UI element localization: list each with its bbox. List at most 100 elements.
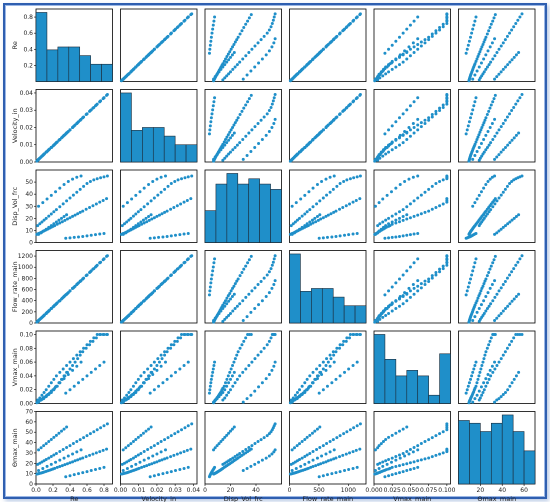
data-point-vmax-main-vs-disp-vol-frc-25 [238, 346, 242, 350]
data-point-re-vs-velocity-in-85 [174, 27, 178, 31]
data-point-max-main-vs-re-60 [47, 440, 51, 444]
data-point-disp-vol-frc-vs-vmax-main-37 [390, 214, 394, 218]
data-point-flow-rate-main-vs-disp-vol-frc-24 [236, 277, 240, 281]
data-point-disp-vol-frc-vs-velocity-in-72 [138, 190, 142, 194]
data-point-max-main-vs-velocity-in-28 [179, 451, 183, 455]
data-point-disp-vol-frc-vs-vmax-main-41 [405, 205, 409, 209]
data-point-re-vs-disp-vol-frc-19 [229, 47, 233, 51]
data-point-max-main-vs-flow-rate-main-25 [338, 455, 342, 459]
data-point-vmax-main-vs-max-main-37 [484, 384, 488, 388]
data-point-max-main-vs-vmax-main-65 [398, 429, 401, 433]
y-tick-label-re: 0.4 [23, 46, 33, 53]
data-point-velocity-in-vs-max-main-55 [520, 93, 524, 97]
data-point-vmax-main-vs-disp-vol-frc-15 [224, 381, 228, 385]
data-point-max-main-vs-re-86 [94, 468, 97, 471]
data-point-max-main-vs-vmax-main-58 [377, 444, 381, 448]
data-point-velocity-in-vs-vmax-main-84 [401, 112, 405, 116]
data-point-velocity-in-vs-max-main-38 [485, 146, 489, 149]
data-point-max-main-vs-flow-rate-main-85 [343, 469, 347, 473]
data-point-max-main-vs-disp-vol-frc-45 [253, 442, 257, 446]
data-point-max-main-vs-vmax-main-50 [438, 432, 442, 436]
data-point-vmax-main-vs-velocity-in-21 [157, 360, 161, 364]
data-point-vmax-main-vs-re-37 [47, 384, 51, 388]
data-point-velocity-in-vs-re-73 [58, 138, 62, 142]
y-tick-label-re: 0.2 [23, 62, 33, 69]
data-point-max-main-vs-re-27 [91, 452, 95, 456]
data-point-vmax-main-vs-max-main-70 [475, 393, 479, 397]
data-point-vmax-main-vs-re-19 [68, 367, 72, 371]
data-point-flow-rate-main-vs-disp-vol-frc-62 [223, 304, 227, 308]
data-point-re-vs-disp-vol-frc-47 [259, 38, 263, 42]
data-point-velocity-in-vs-max-main-15 [475, 138, 479, 142]
y-tick-label-vmax-main: 0.10 [20, 331, 34, 338]
data-point-velocity-in-vs-vmax-main-51 [441, 105, 445, 109]
data-point-max-main-vs-re-57 [39, 446, 43, 450]
y-tick-label-flow-rate-main: 600 [22, 287, 34, 294]
data-point-flow-rate-main-vs-disp-vol-frc-71 [253, 307, 257, 310]
data-point-vmax-main-vs-max-main-55 [520, 332, 524, 336]
data-point-flow-rate-main-vs-max-main-42 [493, 295, 497, 299]
data-point-re-vs-max-main-47 [503, 38, 507, 42]
data-point-flow-rate-main-vs-disp-vol-frc-68 [241, 318, 245, 322]
data-point-re-vs-max-main-39 [487, 63, 491, 67]
data-point-vmax-main-vs-re-83 [81, 377, 85, 381]
data-point-max-main-vs-vmax-main-68 [373, 469, 377, 473]
x-axis-label-vmax-main: Vmax_main [393, 495, 431, 502]
data-point-disp-vol-frc-vs-flow-rate-main-77 [328, 175, 332, 179]
data-point-max-main-vs-velocity-in-79 [148, 475, 152, 479]
data-point-max-main-vs-flow-rate-main-55 [358, 422, 362, 426]
histogram-bar-re-0 [35, 12, 48, 82]
data-point-flow-rate-main-vs-velocity-in-79 [148, 293, 152, 297]
data-point-velocity-in-vs-max-main-77 [490, 122, 494, 126]
data-point-vmax-main-vs-re-82 [77, 381, 80, 385]
data-point-disp-vol-frc-vs-vmax-main-79 [383, 236, 387, 240]
data-point-flow-rate-main-vs-disp-vol-frc-38 [233, 307, 237, 310]
data-point-max-main-vs-disp-vol-frc-70 [249, 464, 253, 468]
data-point-disp-vol-frc-vs-vmax-main-28 [441, 202, 445, 206]
data-point-flow-rate-main-vs-vmax-main-38 [394, 307, 398, 310]
data-point-vmax-main-vs-max-main-40 [489, 374, 493, 378]
data-point-velocity-in-vs-disp-vol-frc-77 [272, 122, 276, 126]
data-point-re-vs-disp-vol-frc-42 [244, 54, 248, 58]
data-point-vmax-main-vs-flow-rate-main-88 [355, 360, 359, 364]
data-point-velocity-in-vs-max-main-53 [516, 99, 520, 103]
data-point-disp-vol-frc-vs-max-main-69 [473, 201, 477, 205]
data-point-disp-vol-frc-vs-velocity-in-37 [131, 214, 135, 218]
data-point-velocity-in-vs-disp-vol-frc-71 [253, 146, 257, 149]
data-point-velocity-in-vs-vmax-main-47 [427, 118, 431, 122]
data-point-flow-rate-main-vs-disp-vol-frc-78 [273, 279, 277, 283]
data-point-re-vs-disp-vol-frc-64 [227, 58, 231, 62]
data-point-disp-vol-frc-vs-velocity-in-41 [142, 205, 146, 209]
data-point-vmax-main-vs-velocity-in-87 [182, 364, 186, 368]
data-point-velocity-in-vs-disp-vol-frc-47 [259, 118, 263, 122]
x-tick-label-vmax-main: 0.025 [384, 487, 401, 494]
data-point-max-main-vs-disp-vol-frc-47 [259, 438, 263, 442]
data-point-vmax-main-vs-re-78 [79, 360, 83, 364]
data-point-max-main-vs-flow-rate-main-36 [298, 458, 302, 462]
data-point-flow-rate-main-vs-max-main-41 [491, 299, 495, 303]
data-point-flow-rate-main-vs-max-main-18 [478, 291, 482, 295]
data-point-disp-vol-frc-vs-re-54 [102, 175, 106, 179]
data-point-disp-vol-frc-vs-velocity-in-43 [149, 199, 153, 203]
data-point-max-main-vs-velocity-in-16 [145, 464, 149, 468]
data-point-vmax-main-vs-re-70 [45, 393, 49, 397]
data-point-re-vs-vmax-main-35 [384, 72, 388, 76]
data-point-re-vs-disp-vol-frc-20 [231, 45, 235, 49]
data-point-velocity-in-vs-disp-vol-frc-27 [242, 106, 246, 110]
data-point-disp-vol-frc-vs-vmax-main-72 [389, 190, 393, 194]
data-point-vmax-main-vs-max-main-86 [472, 367, 476, 371]
data-point-flow-rate-main-vs-vmax-main-80 [387, 289, 391, 293]
data-point-velocity-in-vs-max-main-78 [493, 117, 497, 121]
y-tick-label-vmax-main: 0.08 [20, 345, 34, 352]
data-point-re-vs-disp-vol-frc-38 [233, 65, 237, 69]
data-point-vmax-main-vs-disp-vol-frc-46 [256, 353, 260, 357]
data-point-vmax-main-vs-max-main-20 [480, 364, 484, 368]
data-point-flow-rate-main-vs-vmax-main-46 [423, 283, 427, 287]
data-point-flow-rate-main-vs-disp-vol-frc-40 [238, 302, 242, 306]
data-point-max-main-vs-flow-rate-main-17 [316, 463, 320, 467]
data-point-max-main-vs-flow-rate-main-64 [310, 431, 314, 435]
data-point-max-main-vs-re-37 [47, 456, 51, 460]
data-point-vmax-main-vs-re-53 [99, 332, 103, 336]
data-point-vmax-main-vs-max-main-51 [512, 336, 516, 340]
data-point-max-main-vs-velocity-in-62 [136, 435, 140, 439]
